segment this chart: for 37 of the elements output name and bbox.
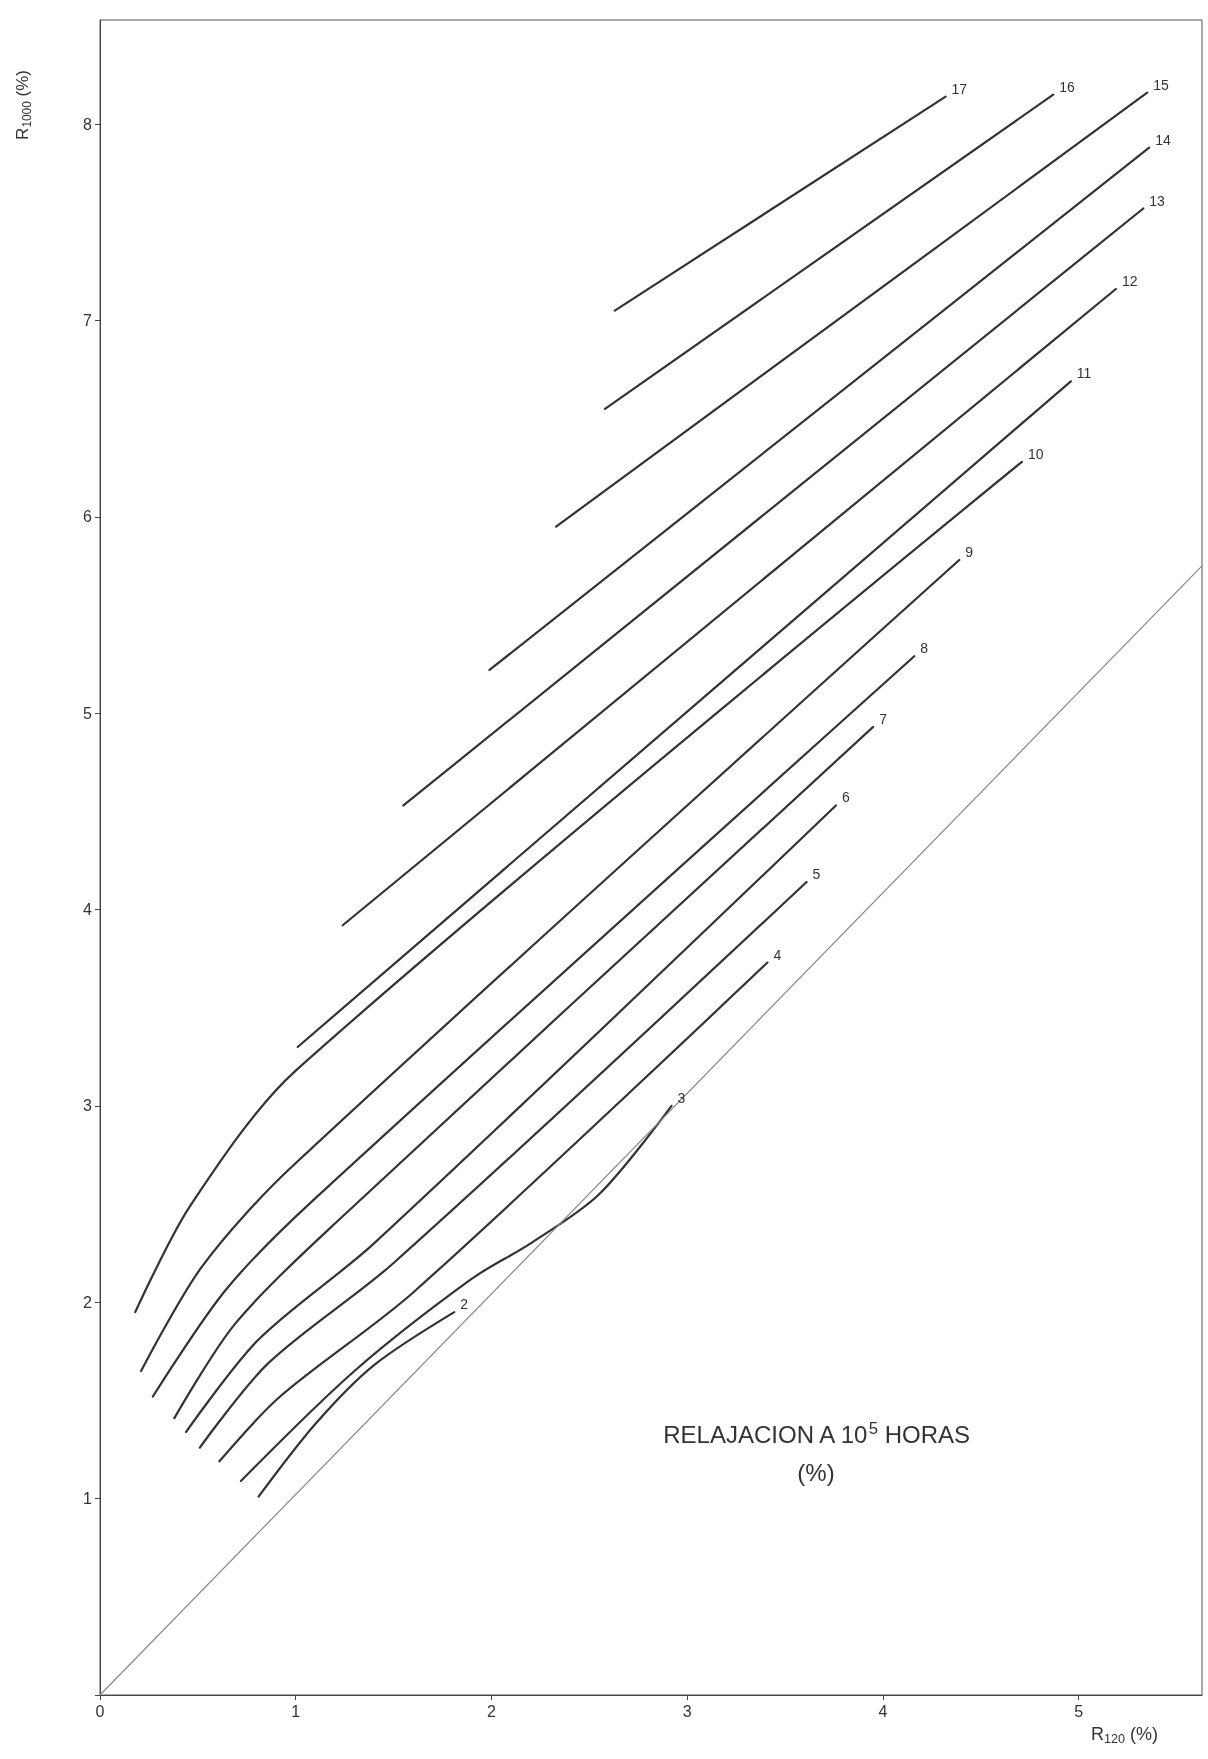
series-label: 12	[1121, 273, 1138, 290]
series-label: 16	[1059, 78, 1076, 95]
line-series	[173, 725, 875, 1420]
x-tick-label: 2	[487, 1702, 497, 1720]
y-tick-label: 4	[83, 901, 93, 919]
series-label: 3	[677, 1089, 686, 1106]
y-tick-label: 6	[83, 508, 93, 526]
series-label: 11	[1076, 365, 1092, 382]
line-series	[140, 558, 961, 1373]
x-tick-label: 3	[682, 1702, 692, 1720]
y-tick-label: 2	[83, 1293, 93, 1311]
y-tick-label: 5	[83, 704, 93, 722]
x-tick-label: 1	[291, 1702, 301, 1720]
y-tick-label: 1	[83, 1490, 93, 1508]
series-label: 5	[812, 866, 821, 883]
y-tick-label: 8	[83, 115, 93, 133]
x-tick-label: 5	[1074, 1702, 1084, 1720]
series-label: 8	[920, 640, 929, 657]
series-label: 15	[1153, 76, 1169, 93]
series-label: 6	[841, 789, 850, 806]
series-label: 13	[1149, 192, 1166, 209]
series-label: 4	[773, 946, 782, 963]
y-tick-label: 7	[83, 311, 93, 329]
annotation: (%)	[797, 1458, 835, 1486]
line-series	[134, 460, 1024, 1314]
x-tick-label: 0	[95, 1702, 105, 1720]
x-tick-label: 4	[878, 1702, 888, 1720]
line-series	[257, 1310, 456, 1498]
line-series	[151, 655, 916, 1398]
series-label: 2	[460, 1296, 469, 1313]
series-label: 17	[951, 80, 968, 97]
series-label: 7	[879, 710, 888, 727]
y-axis-title: R1000 (%)	[13, 69, 34, 140]
y-tick-label: 3	[83, 1097, 93, 1115]
series-label: 9	[965, 544, 974, 561]
series-label: 14	[1155, 131, 1171, 148]
series-label: 10	[1027, 445, 1044, 462]
